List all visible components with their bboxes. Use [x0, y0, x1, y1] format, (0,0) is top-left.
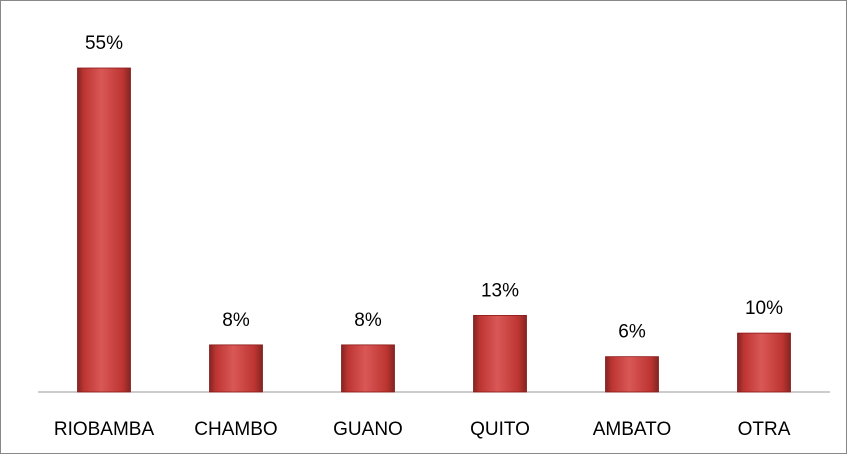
x-tick-label: GUANO	[333, 419, 403, 440]
data-label: 13%	[481, 280, 519, 301]
data-label: 8%	[354, 310, 382, 331]
x-tick-label: OTRA	[738, 419, 791, 440]
x-tick-label: CHAMBO	[194, 419, 277, 440]
x-tick-label: AMBATO	[593, 419, 671, 440]
bar	[605, 356, 659, 393]
bar	[341, 344, 395, 393]
x-tick-label: RIOBAMBA	[54, 419, 155, 440]
bar	[209, 344, 263, 393]
data-label: 8%	[222, 310, 250, 331]
data-label: 10%	[745, 298, 783, 319]
bar	[737, 332, 791, 393]
bar	[473, 315, 527, 393]
data-label: 55%	[85, 33, 123, 54]
bar	[77, 67, 131, 393]
x-tick-label: QUITO	[470, 419, 530, 440]
data-label: 6%	[618, 322, 646, 343]
